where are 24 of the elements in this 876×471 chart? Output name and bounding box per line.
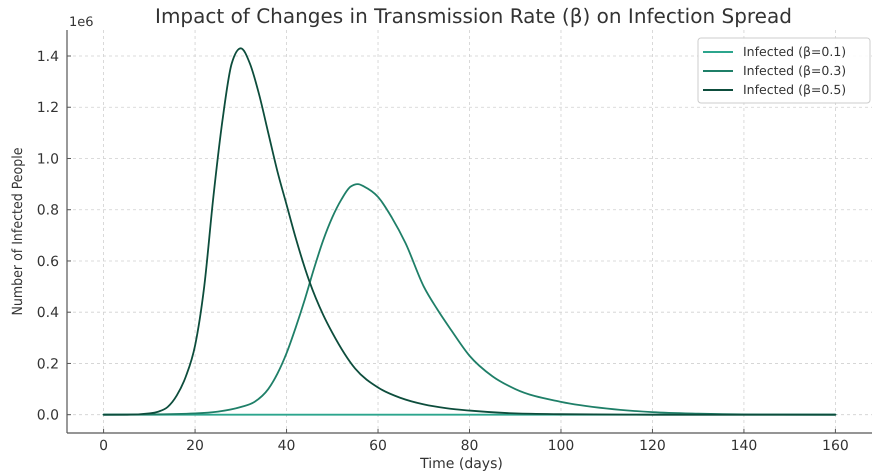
x-tick-label: 40 [278, 438, 296, 454]
y-tick-label: 1.0 [36, 151, 59, 168]
x-axis-title: Time (days) [419, 456, 503, 471]
y-axis-title: Number of Infected People [10, 147, 26, 316]
x-tick-label: 120 [639, 438, 666, 454]
chart-title: Impact of Changes in Transmission Rate (β) on Infection Spread [155, 4, 792, 28]
y-tick-label: 0.8 [36, 202, 59, 219]
y-tick-label: 1.4 [36, 49, 60, 66]
x-tick-label: 60 [369, 438, 387, 454]
y-tick-label: 0.2 [36, 356, 59, 372]
y-tick-label: 0.0 [36, 408, 59, 424]
y-tick-label: 0.4 [36, 305, 60, 322]
y-tick-label: 0.6 [36, 254, 60, 270]
x-tick-label: 0 [99, 438, 108, 454]
legend-label: Infected (β=0.3) [743, 63, 846, 78]
legend-label: Infected (β=0.1) [743, 44, 846, 59]
x-tick-label: 80 [460, 438, 478, 454]
legend-label: Infected (β=0.5) [743, 82, 846, 97]
text: 1e6 [69, 15, 94, 30]
x-tick-label: 160 [822, 438, 849, 454]
y-tick-label: 1.2 [36, 100, 59, 116]
x-tick-label: 20 [186, 438, 204, 454]
x-tick-label: 100 [548, 438, 574, 454]
x-tick-label: 140 [730, 438, 758, 454]
